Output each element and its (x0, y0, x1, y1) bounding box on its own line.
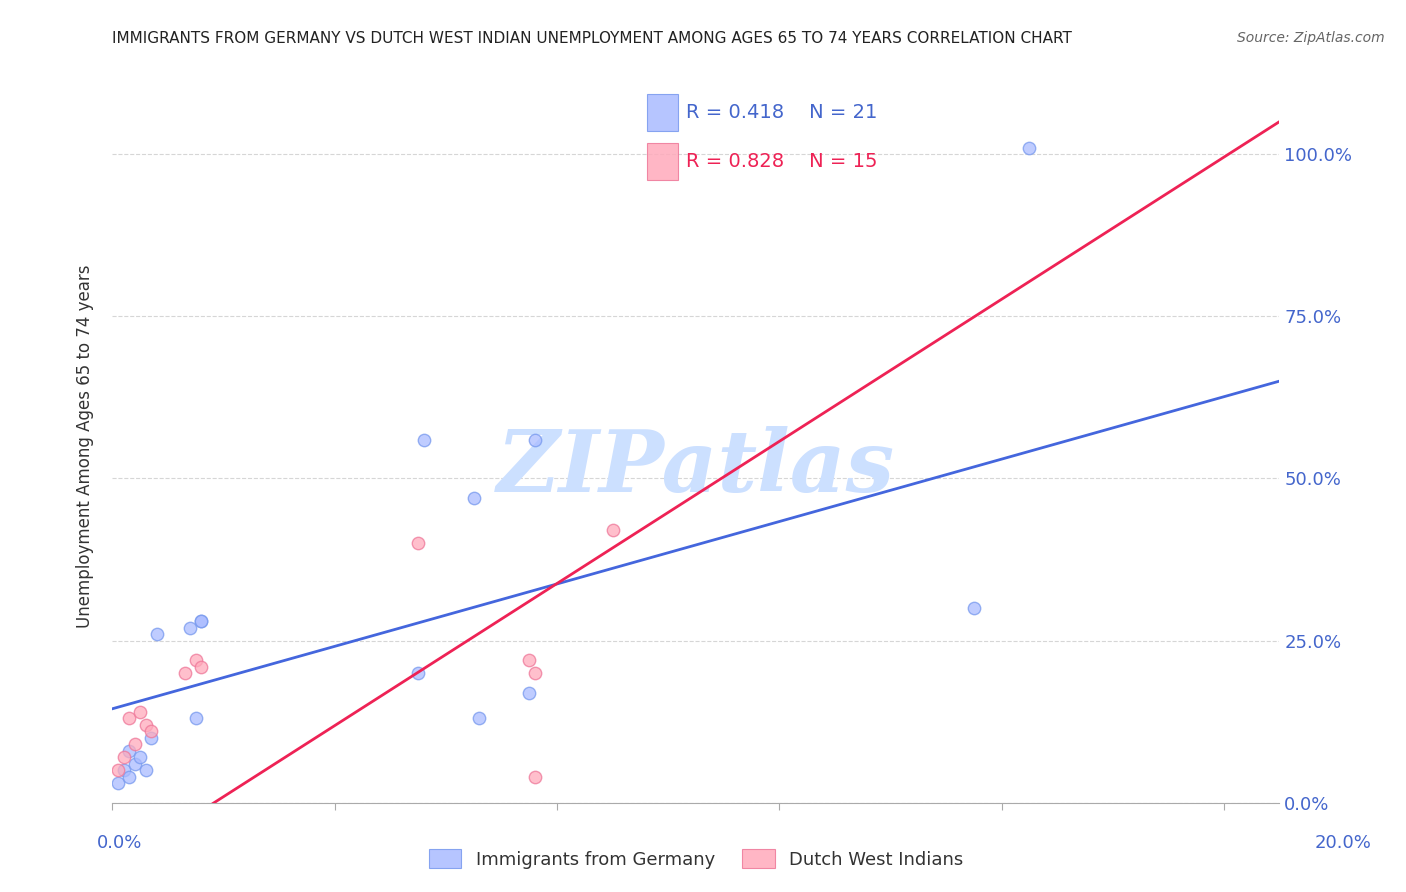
Point (118, 744, 141, 758)
Point (179, 621, 201, 635)
Point (135, 718, 157, 732)
Point (184, 711, 207, 725)
Point (112, 764, 135, 778)
Text: 0.0%: 0.0% (97, 834, 142, 852)
Text: Source: ZipAtlas.com: Source: ZipAtlas.com (1237, 31, 1385, 45)
Point (602, 524, 624, 538)
Text: 20.0%: 20.0% (1315, 834, 1371, 852)
Point (406, 536, 429, 550)
Point (190, 659, 212, 673)
Point (129, 750, 152, 764)
Point (124, 738, 146, 752)
Y-axis label: Unemployment Among Ages 65 to 74 years: Unemployment Among Ages 65 to 74 years (76, 264, 94, 628)
Point (107, 776, 129, 790)
Point (129, 705, 152, 719)
Point (406, 666, 429, 681)
Point (118, 770, 141, 784)
Point (468, 711, 491, 725)
Legend: Immigrants from Germany, Dutch West Indians: Immigrants from Germany, Dutch West Indi… (422, 842, 970, 876)
Point (523, 666, 546, 681)
Text: IMMIGRANTS FROM GERMANY VS DUTCH WEST INDIAN UNEMPLOYMENT AMONG AGES 65 TO 74 YE: IMMIGRANTS FROM GERMANY VS DUTCH WEST IN… (112, 31, 1073, 46)
Point (523, 433, 546, 447)
Point (184, 653, 207, 667)
Point (112, 750, 135, 764)
Point (135, 764, 157, 778)
Text: ZIPatlas: ZIPatlas (496, 425, 896, 509)
Point (1018, 140, 1040, 154)
Point (141, 731, 163, 745)
Point (118, 711, 141, 725)
Text: R = 0.418    N = 21: R = 0.418 N = 21 (686, 103, 877, 122)
Point (146, 627, 169, 641)
Point (517, 685, 540, 699)
Point (124, 756, 146, 771)
Point (463, 491, 485, 505)
Point (523, 770, 546, 784)
Point (963, 601, 986, 615)
Text: R = 0.828    N = 15: R = 0.828 N = 15 (686, 152, 877, 171)
Point (190, 614, 212, 628)
Point (412, 433, 434, 447)
Point (517, 653, 540, 667)
Point (141, 724, 163, 739)
Point (173, 666, 195, 681)
Point (190, 614, 212, 628)
Point (107, 764, 129, 778)
